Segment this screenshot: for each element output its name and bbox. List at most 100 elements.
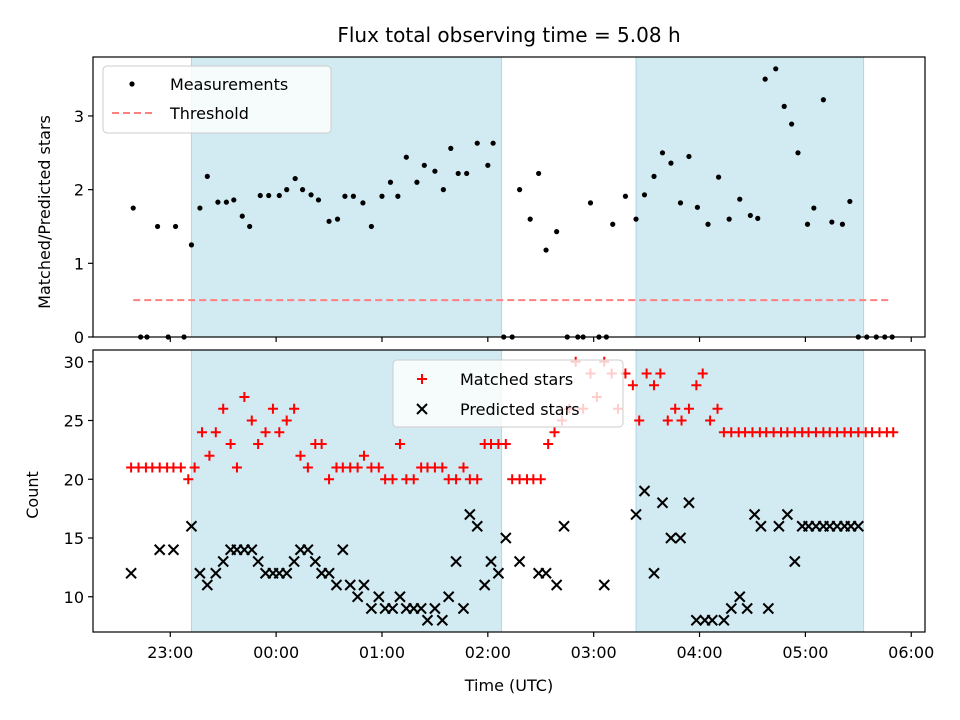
- measurement-point: [421, 162, 427, 168]
- measurement-point: [633, 216, 639, 222]
- predicted-marker: [373, 591, 385, 603]
- predicted-marker: [185, 520, 198, 532]
- x-tick-label: 03:00: [571, 643, 617, 662]
- measurement-point: [204, 173, 210, 179]
- matched-marker: [472, 474, 483, 485]
- measurement-point: [610, 221, 616, 227]
- bottom-y-ticks: 10 15 20 25 30: [64, 353, 93, 607]
- measurement-point: [276, 192, 282, 199]
- measurement-point: [773, 66, 779, 72]
- measurement-point: [231, 197, 237, 203]
- matched-marker: [302, 462, 313, 473]
- measurement-point: [686, 153, 692, 160]
- matched-marker: [705, 415, 716, 426]
- measurement-point: [847, 198, 853, 205]
- predicted-marker: [288, 555, 300, 568]
- measurement-point: [266, 192, 272, 199]
- measurement-point: [747, 212, 753, 219]
- measurement-point: [432, 168, 438, 174]
- predicted-marker: [485, 555, 497, 568]
- measurement-point: [527, 216, 533, 222]
- predicted-marker: [344, 579, 356, 591]
- measurement-point: [811, 205, 817, 211]
- measurement-point: [455, 170, 461, 177]
- measurement-point: [223, 199, 229, 205]
- matched-marker: [691, 380, 702, 391]
- legend-matched-label: Matched stars: [460, 370, 573, 389]
- predicted-marker: [415, 602, 427, 615]
- top-y-axis-label: Matched/Predicted stars: [35, 115, 54, 309]
- matched-marker: [197, 427, 208, 438]
- predicted-marker: [706, 614, 718, 626]
- matched-marker: [543, 439, 554, 449]
- matched-marker: [260, 427, 271, 438]
- predicted-marker: [429, 602, 441, 615]
- measurement-point: [215, 199, 221, 205]
- measurement-point: [154, 223, 161, 230]
- measurement-point: [726, 216, 732, 222]
- x-tick-label: 04:00: [676, 643, 722, 662]
- predicted-marker: [734, 591, 746, 603]
- matched-marker: [281, 415, 292, 426]
- measurement-point: [299, 187, 306, 193]
- measurement-point: [440, 187, 446, 193]
- predicted-marker: [309, 555, 321, 568]
- measurement-point: [705, 221, 711, 227]
- predicted-markers: [125, 485, 865, 626]
- predicted-marker: [210, 567, 222, 579]
- measurement-point: [188, 242, 195, 248]
- x-tick-label: 23:00: [147, 643, 193, 662]
- predicted-marker: [323, 567, 335, 579]
- measurement-point: [326, 218, 332, 224]
- measurement-point: [308, 192, 314, 198]
- predicted-marker: [598, 579, 610, 591]
- chart-title: Flux total observing time = 5.08 h: [337, 23, 680, 47]
- predicted-marker: [648, 567, 660, 579]
- measurement-point: [536, 170, 542, 177]
- bottom-y-axis-label: Count: [23, 471, 42, 519]
- measurement-point: [587, 200, 594, 206]
- top-bands: [190, 56, 865, 338]
- predicted-marker: [781, 508, 794, 521]
- measurement-point: [197, 205, 203, 211]
- matched-marker: [175, 462, 186, 473]
- matched-marker: [218, 403, 229, 414]
- predicted-marker: [252, 555, 264, 568]
- predicted-marker: [125, 567, 137, 579]
- matched-marker: [408, 474, 419, 485]
- matched-marker: [239, 392, 250, 402]
- legend-box: [392, 359, 624, 428]
- matched-marker: [267, 403, 278, 414]
- legend-measurements-label: Measurements: [170, 75, 288, 94]
- matched-marker: [634, 415, 645, 426]
- measurement-point: [485, 162, 491, 168]
- predicted-marker: [741, 602, 753, 615]
- bottom-panel: 10 15 20 25 30 23:00 00:00 01:00 02:00 03:00 04:0…: [23, 349, 934, 695]
- predicted-marker: [464, 508, 476, 521]
- matched-marker: [549, 427, 560, 438]
- y-tick-label: 2: [74, 181, 84, 200]
- matched-marker: [289, 403, 300, 414]
- predicted-marker: [450, 555, 462, 568]
- predicted-marker: [558, 520, 570, 532]
- predicted-marker: [762, 602, 775, 615]
- measurement-point: [360, 200, 366, 206]
- predicted-marker: [337, 544, 349, 556]
- predicted-marker: [500, 532, 512, 544]
- predicted-marker: [153, 544, 166, 556]
- x-axis-label: Time (UTC): [464, 676, 553, 695]
- predicted-marker: [540, 567, 552, 579]
- matched-marker: [324, 474, 335, 485]
- matched-marker: [641, 368, 652, 379]
- matched-marker: [246, 415, 257, 426]
- matched-marker: [204, 450, 215, 461]
- matched-marker: [373, 462, 384, 473]
- measurement-point: [543, 247, 549, 253]
- measurement-point: [715, 174, 722, 180]
- measurement-point: [755, 215, 761, 221]
- observing-band: [635, 349, 865, 633]
- matched-marker: [458, 462, 469, 473]
- y-tick-label: 15: [64, 529, 84, 548]
- measurement-point: [694, 204, 701, 210]
